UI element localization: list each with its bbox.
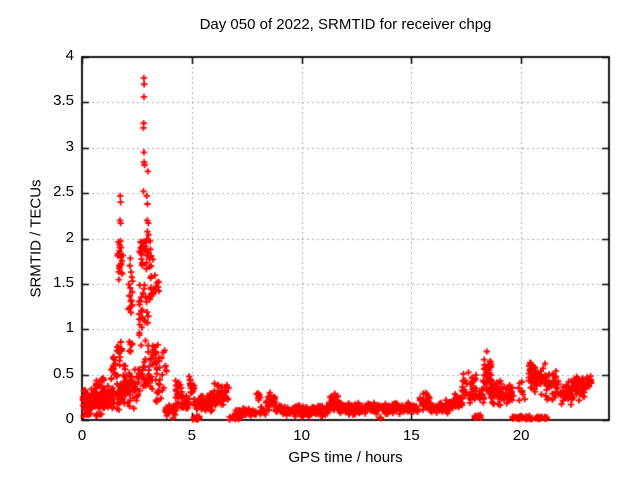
x-axis-label: GPS time / hours (288, 449, 403, 466)
y-tick-label: 2 (65, 228, 74, 246)
x-tick-label: 5 (187, 427, 196, 444)
x-tick-label: 15 (403, 427, 420, 444)
x-tick-label: 0 (77, 427, 87, 444)
y-tick-label: 0.5 (53, 364, 74, 382)
chart-title: Day 050 of 2022, SRMTID for receiver chp… (199, 16, 492, 33)
y-tick-label: 4 (65, 47, 74, 64)
y-tick-label: 1.5 (53, 273, 74, 291)
x-tick-label: 20 (512, 427, 530, 444)
y-tick-label: 0 (65, 410, 74, 427)
y-tick-label: 3 (65, 137, 74, 155)
y-tick-label: 2.5 (53, 183, 74, 201)
y-tick-label: 1 (65, 319, 74, 337)
y-tick-label: 3.5 (53, 92, 74, 110)
x-tick-label: 10 (293, 427, 310, 444)
